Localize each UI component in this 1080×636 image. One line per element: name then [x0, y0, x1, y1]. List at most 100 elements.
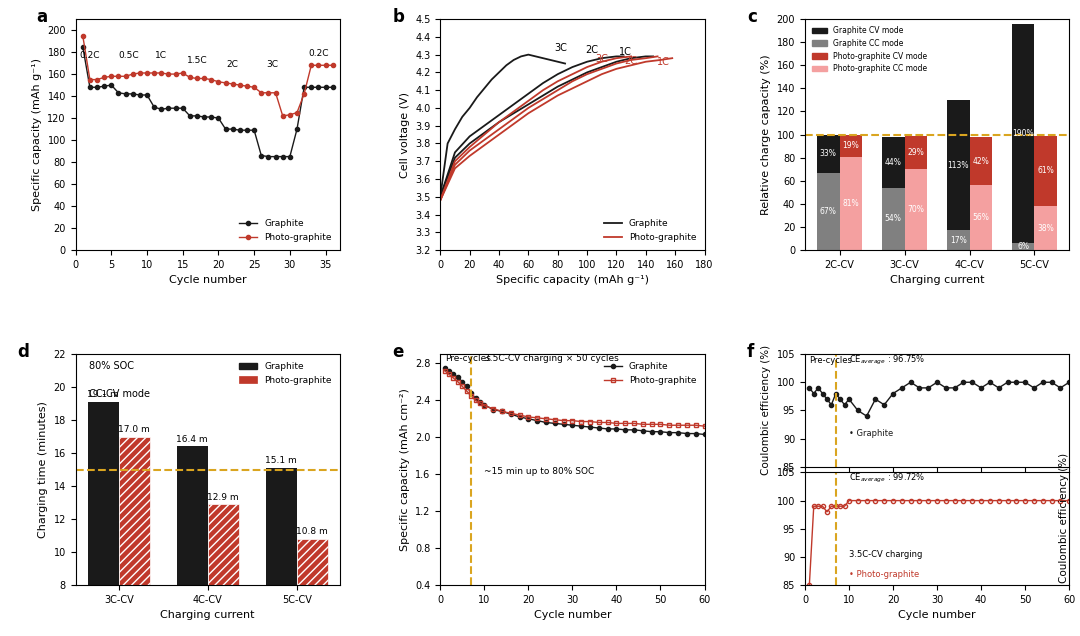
Photo-graphite	[984, 497, 997, 504]
Text: c: c	[746, 8, 757, 25]
Graphite	[654, 428, 667, 436]
Photo-graphite	[672, 422, 685, 429]
Graphite	[838, 401, 851, 408]
Photo-graphite	[812, 502, 825, 510]
Text: ~15 min up to 80% SOC: ~15 min up to 80% SOC	[484, 467, 595, 476]
Graphite	[1054, 384, 1067, 392]
Graphite	[583, 424, 596, 431]
Graphite	[957, 378, 970, 386]
Photo-graphite	[1054, 497, 1067, 504]
Bar	[970, 186, 993, 250]
Graphite	[170, 104, 183, 112]
Photo-graphite	[663, 422, 676, 429]
Graphite	[645, 428, 658, 436]
Text: b: b	[393, 8, 405, 25]
Photo-graphite	[496, 408, 509, 415]
Graphite	[698, 431, 711, 438]
Photo-graphite	[241, 83, 254, 90]
Graphite	[105, 81, 118, 89]
Text: Coulombic efficiency (%): Coulombic efficiency (%)	[1058, 453, 1069, 583]
Graphite	[812, 384, 825, 392]
Legend: Graphite, Photo-graphite: Graphite, Photo-graphite	[600, 216, 700, 245]
Graphite	[974, 384, 987, 392]
Text: 61%: 61%	[1038, 167, 1054, 176]
Line: Photo-graphite: Photo-graphite	[443, 369, 706, 428]
Photo-graphite	[198, 74, 211, 82]
Photo-graphite	[825, 502, 838, 510]
Text: 0.2C: 0.2C	[80, 51, 100, 60]
Text: 56%: 56%	[972, 213, 989, 222]
Graphite	[447, 371, 460, 378]
Text: 190%: 190%	[1012, 129, 1034, 138]
Bar	[816, 135, 839, 173]
Photo-graphite	[226, 80, 239, 88]
Graphite	[1001, 378, 1014, 386]
Text: 2C: 2C	[585, 45, 598, 55]
Graphite	[283, 153, 296, 160]
Graphite	[922, 384, 935, 392]
Graphite	[233, 127, 246, 134]
Graphite	[247, 127, 260, 134]
Photo-graphite	[219, 79, 232, 86]
Graphite	[878, 401, 891, 408]
Photo-graphite	[583, 418, 596, 425]
X-axis label: Cycle number: Cycle number	[899, 611, 976, 620]
Photo-graphite	[838, 502, 851, 510]
Graphite	[473, 398, 486, 406]
Text: 1C: 1C	[657, 57, 670, 67]
Photo-graphite	[112, 73, 125, 80]
Text: 0.2C: 0.2C	[308, 48, 328, 58]
Photo-graphite	[283, 111, 296, 118]
Text: 67%: 67%	[820, 207, 837, 216]
Bar	[905, 135, 928, 169]
Text: 19.1 m: 19.1 m	[87, 391, 119, 399]
Graphite	[140, 91, 153, 99]
Photo-graphite	[957, 497, 970, 504]
Text: 12.9 m: 12.9 m	[207, 493, 239, 502]
Photo-graphite	[487, 404, 500, 412]
Bar	[839, 156, 863, 250]
X-axis label: Charging current: Charging current	[161, 611, 255, 620]
Photo-graphite	[802, 581, 815, 589]
Graphite	[825, 401, 838, 408]
Photo-graphite	[447, 375, 460, 382]
X-axis label: Charging current: Charging current	[890, 275, 984, 286]
Text: 3.5C-CV charging: 3.5C-CV charging	[849, 550, 922, 559]
Graphite	[312, 83, 325, 91]
Graphite	[1027, 384, 1040, 392]
Y-axis label: Cell voltage (V): Cell voltage (V)	[400, 92, 409, 177]
Photo-graphite	[312, 62, 325, 69]
Text: 70%: 70%	[907, 205, 924, 214]
Graphite	[1037, 378, 1050, 386]
X-axis label: Cycle number: Cycle number	[534, 611, 611, 620]
Graphite	[829, 390, 842, 398]
Graphite	[842, 396, 855, 403]
Graphite	[821, 396, 834, 403]
Text: CE$_{average}$ : 99.72%: CE$_{average}$ : 99.72%	[849, 473, 926, 485]
Graphite	[522, 415, 535, 422]
Photo-graphite	[974, 497, 987, 504]
Graphite	[326, 83, 339, 91]
Graphite	[689, 430, 702, 438]
Photo-graphite	[948, 497, 961, 504]
Photo-graphite	[438, 367, 451, 375]
Line: Photo-graphite: Photo-graphite	[807, 499, 1071, 587]
Photo-graphite	[821, 508, 834, 516]
Text: 1.5C: 1.5C	[187, 57, 207, 66]
Graphite	[97, 83, 110, 90]
Graphite	[984, 378, 997, 386]
Text: 80% SOC: 80% SOC	[89, 361, 134, 371]
Photo-graphite	[1018, 497, 1031, 504]
Graphite	[940, 384, 953, 392]
Photo-graphite	[77, 32, 90, 39]
Graphite	[119, 90, 132, 98]
Photo-graphite	[326, 62, 339, 69]
Bar	[119, 436, 150, 636]
Photo-graphite	[83, 76, 96, 83]
Text: 44%: 44%	[885, 158, 902, 167]
Photo-graphite	[698, 422, 711, 430]
Bar	[882, 137, 905, 188]
Photo-graphite	[154, 69, 167, 77]
Text: e: e	[393, 343, 404, 361]
Photo-graphite	[1045, 497, 1058, 504]
